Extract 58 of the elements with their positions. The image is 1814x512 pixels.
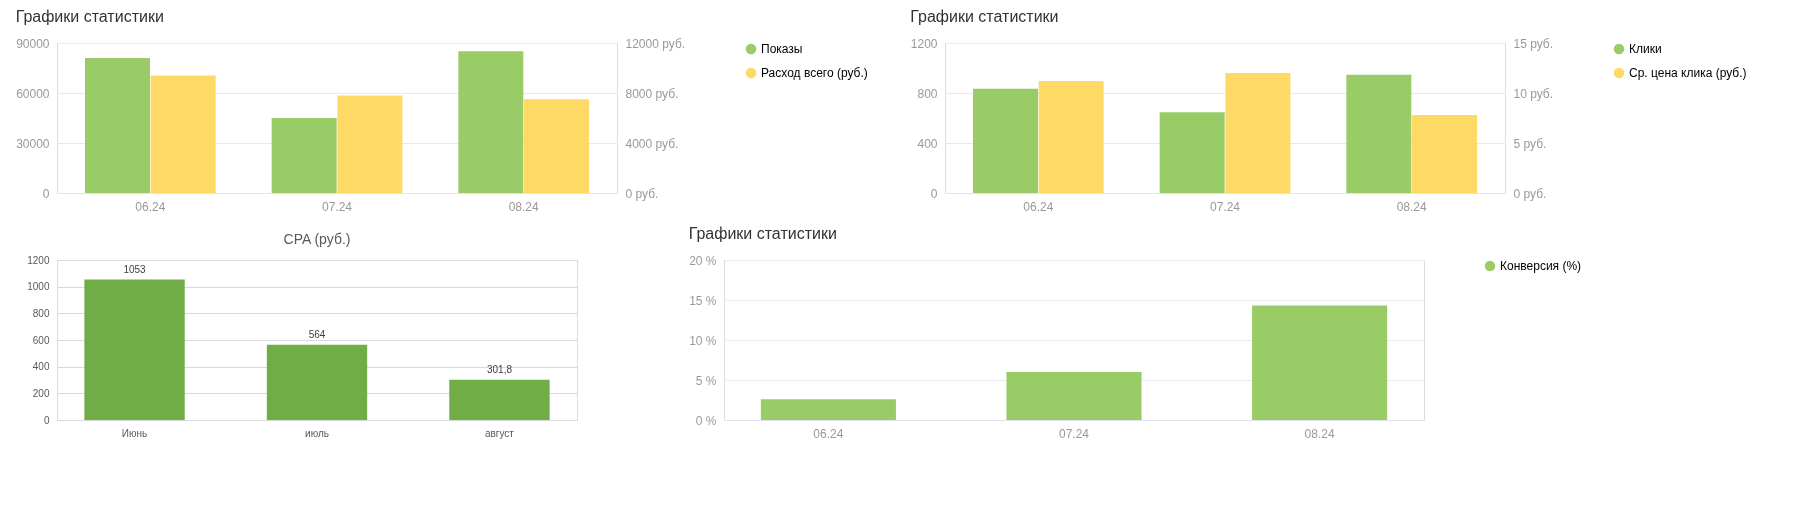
- data-label: 564: [308, 328, 326, 340]
- x-tick-label: 07.24: [1058, 426, 1090, 441]
- y-tick-label: 90000: [16, 36, 50, 51]
- y-tick-label: 800: [32, 307, 50, 319]
- y-tick-label: 0 %: [695, 413, 717, 428]
- y2-tick-label: 8000 руб.: [625, 86, 679, 101]
- x-tick-label: август: [484, 427, 515, 439]
- x-tick-label: 06.24: [135, 199, 166, 214]
- bar: [1006, 372, 1142, 420]
- y-tick-label: 1200: [27, 254, 50, 266]
- y-tick-label: 30000: [16, 136, 50, 151]
- data-label: 301,8: [486, 363, 513, 375]
- legend-label: Ср. цена клика (руб.): [1629, 66, 1747, 80]
- chart-title: Графики статистики: [15, 8, 164, 25]
- y-tick-label: 400: [32, 361, 50, 373]
- x-tick-label: июль: [305, 427, 329, 439]
- y2-tick-label: 10 руб.: [1513, 86, 1554, 101]
- y2-tick-label: 0 руб.: [625, 186, 659, 201]
- chart-title: CPA (руб.): [283, 231, 351, 247]
- y-tick-label: 1200: [910, 36, 938, 51]
- x-tick-label: 06.24: [1023, 199, 1054, 214]
- y-tick-label: 800: [917, 86, 938, 101]
- y2-tick-label: 5 руб.: [1513, 136, 1547, 151]
- y-tick-label: 60000: [16, 86, 50, 101]
- bar: [449, 379, 550, 420]
- bar: [266, 344, 368, 420]
- y2-tick-label: 4000 руб.: [625, 136, 679, 151]
- chart-title: Графики статистики: [910, 8, 1059, 25]
- y-tick-label: 0: [43, 414, 50, 426]
- bar: [1252, 305, 1388, 420]
- bar: [760, 399, 896, 420]
- legend-label: Клики: [1629, 42, 1662, 56]
- data-label: 1053: [123, 263, 147, 275]
- legend-label: Показы: [761, 42, 803, 56]
- y-tick-label: 0: [42, 186, 50, 201]
- y-tick-label: 400: [917, 136, 938, 151]
- legend-label: Конверсия (%): [1500, 259, 1582, 273]
- x-tick-label: 08.24: [1396, 199, 1428, 214]
- chart-title: Графики статистики: [688, 225, 837, 242]
- y-tick-label: 1000: [27, 281, 50, 293]
- x-tick-label: 08.24: [508, 199, 540, 214]
- y-tick-label: 15 %: [689, 293, 717, 308]
- y-tick-label: 10 %: [689, 333, 717, 348]
- y2-tick-label: 15 руб.: [1513, 36, 1554, 51]
- x-tick-label: 06.24: [813, 426, 844, 441]
- x-tick-label: 07.24: [1209, 199, 1241, 214]
- bar: [84, 279, 185, 420]
- y-tick-label: 0: [930, 186, 938, 201]
- x-tick-label: Июнь: [121, 427, 148, 439]
- y-tick-label: 20 %: [689, 253, 717, 268]
- x-tick-label: 08.24: [1304, 426, 1335, 441]
- legend-label: Расход всего (руб.): [761, 66, 868, 80]
- y2-tick-label: 12000 руб.: [625, 36, 686, 51]
- y2-tick-label: 0 руб.: [1513, 186, 1547, 201]
- y-tick-label: 5 %: [695, 373, 717, 388]
- x-tick-label: 07.24: [321, 199, 353, 214]
- y-tick-label: 600: [32, 334, 50, 346]
- y-tick-label: 200: [32, 387, 50, 399]
